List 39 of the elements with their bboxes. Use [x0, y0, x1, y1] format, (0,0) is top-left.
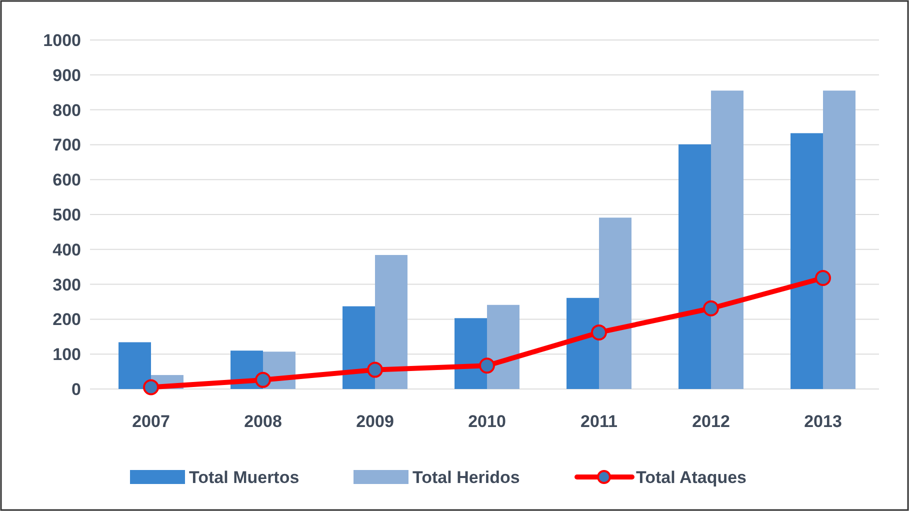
bar — [342, 306, 375, 389]
y-tick-label: 0 — [72, 380, 81, 399]
x-tick-label: 2011 — [580, 412, 618, 431]
x-tick-label: 2010 — [468, 412, 506, 431]
x-tick-label: 2013 — [804, 412, 842, 431]
legend-label: Total Ataques — [636, 468, 747, 487]
bar — [566, 298, 599, 389]
x-tick-label: 2009 — [356, 412, 394, 431]
legend-label: Total Heridos — [412, 468, 520, 487]
y-tick-label: 900 — [52, 66, 81, 85]
y-tick-label: 300 — [52, 275, 81, 294]
bar — [375, 254, 408, 389]
point — [255, 372, 271, 388]
bar — [711, 90, 744, 389]
x-tick-label: 2012 — [692, 412, 730, 431]
y-tick-label: 200 — [52, 310, 81, 330]
bar — [790, 133, 823, 389]
bar — [487, 304, 520, 389]
point — [703, 300, 719, 316]
y-tick-label: 600 — [52, 170, 81, 190]
point — [815, 270, 831, 286]
y-tick-label: 500 — [52, 206, 81, 224]
bar — [823, 90, 856, 389]
y-tick-label: 100 — [52, 345, 81, 364]
point — [143, 379, 159, 396]
bar — [118, 342, 151, 389]
point — [479, 358, 495, 374]
y-tick-label: 1000 — [43, 31, 81, 50]
x-tick-label: 2008 — [244, 412, 282, 431]
y-tick-label: 400 — [52, 240, 81, 260]
legend-label: Total Muertos — [189, 468, 300, 487]
point — [591, 324, 607, 340]
bar — [599, 218, 632, 389]
y-tick-label: 700 — [52, 136, 81, 155]
bar — [454, 318, 487, 389]
bar — [678, 144, 711, 389]
x-tick-label: 2007 — [132, 412, 170, 431]
point — [367, 362, 383, 378]
y-tick-label: 800 — [52, 100, 81, 120]
